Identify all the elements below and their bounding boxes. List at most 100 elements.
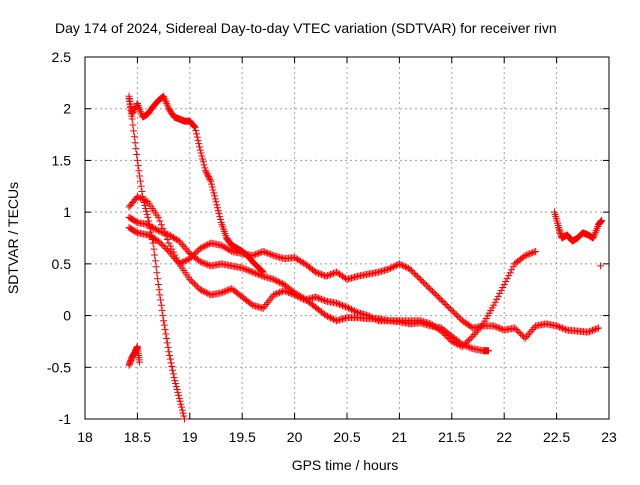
data-point-interp	[255, 249, 263, 257]
data-point-interp	[442, 332, 450, 340]
data-point-interp	[226, 285, 234, 293]
data-point-interp	[325, 313, 333, 321]
data-point-interp	[298, 293, 306, 301]
data-point-interp	[430, 289, 438, 297]
data-point-interp	[168, 251, 176, 259]
data-point	[186, 275, 194, 283]
data-point-interp	[198, 286, 206, 294]
data-point-interp	[593, 325, 601, 333]
data-point	[500, 281, 508, 289]
data-point	[196, 286, 204, 294]
data-point-interp	[208, 180, 216, 188]
data-point-interp	[158, 306, 166, 314]
data-point-interp	[424, 283, 432, 291]
data-point-interp	[321, 297, 329, 304]
data-point-interp	[243, 266, 251, 274]
data-point-interp	[201, 288, 209, 296]
x-tick-label: 19.5	[229, 429, 256, 445]
data-point	[128, 115, 136, 123]
data-point-interp	[161, 96, 169, 104]
data-point-interp	[253, 270, 261, 278]
data-point-interp	[247, 300, 255, 308]
data-point-interp	[199, 287, 207, 295]
data-point-interp	[142, 204, 150, 212]
data-point-interp	[556, 323, 564, 331]
data-point-interp	[493, 295, 501, 303]
data-point-interp	[147, 222, 155, 230]
data-point-interp	[274, 289, 282, 297]
data-point	[490, 322, 498, 330]
data-points	[125, 92, 606, 423]
data-point-interp	[160, 94, 168, 102]
data-point-interp	[187, 253, 195, 261]
data-point-interp	[494, 292, 502, 300]
data-point	[270, 291, 278, 299]
data-point-interp	[431, 290, 439, 298]
data-point-interp	[265, 297, 273, 305]
data-point-interp	[452, 311, 460, 319]
data-point-interp	[222, 244, 230, 252]
data-point-interp	[389, 263, 397, 271]
data-point-interp	[174, 388, 182, 396]
data-point-interp	[150, 245, 158, 253]
data-point-interp	[223, 245, 231, 253]
data-point-interp	[502, 278, 510, 286]
data-point-interp	[163, 99, 171, 107]
data-point-interp	[526, 329, 534, 337]
data-point-interp	[241, 265, 249, 273]
data-point-interp	[330, 315, 338, 323]
data-point-interp	[211, 192, 219, 200]
data-point-interp	[466, 335, 474, 343]
data-point-interp	[262, 300, 270, 308]
data-point-interp	[256, 271, 264, 279]
data-point-interp	[205, 174, 213, 182]
data-point-interp	[276, 289, 284, 297]
data-point-interp	[463, 338, 471, 346]
data-point	[395, 260, 403, 268]
data-point-interp	[328, 315, 336, 323]
data-point	[133, 156, 141, 164]
plot-frame	[84, 56, 610, 420]
data-point-interp	[132, 145, 140, 153]
data-point-interp	[136, 177, 144, 185]
data-point-interp	[198, 152, 206, 160]
data-point-interp	[202, 260, 210, 268]
data-point	[135, 358, 143, 366]
data-point-interp	[454, 312, 462, 320]
data-point-interp	[325, 271, 333, 279]
data-point-interp	[252, 250, 260, 258]
data-point-interp	[464, 337, 472, 345]
data-point-interp	[209, 186, 217, 194]
data-point	[160, 92, 168, 100]
data-point	[144, 213, 152, 221]
data-point-interp	[530, 248, 538, 256]
data-point-interp	[273, 277, 281, 285]
data-point-interp	[210, 189, 218, 197]
data-point-interp	[205, 173, 213, 181]
data-point-interp	[436, 295, 444, 303]
data-point-interp	[425, 284, 433, 292]
data-point-interp	[589, 326, 597, 334]
data-point-interp	[439, 329, 447, 337]
data-point-interp	[494, 324, 502, 332]
data-point-interp	[464, 343, 472, 351]
data-point-interp	[443, 333, 451, 341]
data-point-interp	[168, 363, 176, 371]
data-point-interp	[503, 275, 511, 283]
x-tick-label: 22.5	[543, 429, 570, 445]
data-point	[259, 304, 267, 312]
series-arc-steep-drop	[125, 94, 189, 423]
data-point-interp	[292, 290, 300, 298]
data-point-interp	[171, 255, 179, 263]
data-point-interp	[442, 300, 450, 308]
data-point-interp	[155, 286, 163, 294]
data-point-interp	[397, 261, 405, 269]
data-point-interp	[509, 263, 517, 271]
data-point-interp	[166, 242, 174, 250]
data-point-interp	[590, 326, 598, 334]
data-point	[212, 198, 220, 206]
data-point-interp	[136, 194, 144, 202]
data-point	[595, 324, 603, 332]
data-point-interp	[193, 130, 201, 138]
